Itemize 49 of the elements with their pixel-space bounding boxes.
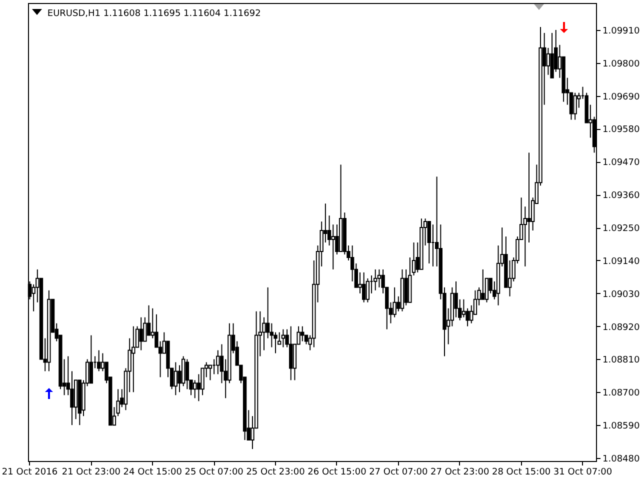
candlestick: [300, 326, 304, 342]
x-tick-label: 25 Oct 23:00: [246, 468, 306, 478]
y-tick-label: 1.08920: [602, 322, 640, 333]
candlestick: [139, 316, 143, 351]
candlestick: [89, 334, 94, 384]
candlestick: [527, 152, 531, 243]
candlestick: [132, 326, 136, 393]
y-tick-label: 1.08810: [602, 356, 640, 366]
x-tick-label: 28 Oct 15:00: [492, 468, 551, 478]
candlestick: [427, 221, 431, 264]
candlestick: [362, 272, 366, 303]
text: EURUSD,H1 1.11608 1.11695 1.11604 1.11692: [47, 9, 261, 19]
candlestick: [374, 268, 378, 291]
y-tick-label: 1.09250: [602, 224, 640, 234]
candlestick: [481, 268, 485, 300]
x-tick-label: 31 Oct 07:00: [553, 468, 612, 478]
candlestick: [462, 298, 466, 318]
x-tick-label: 21 Oct 2016: [2, 468, 58, 478]
candlestick: [281, 328, 286, 348]
y-tick-label: 1.09470: [602, 158, 640, 168]
candlestick: [193, 380, 197, 399]
y-tick-label: 1.09140: [602, 256, 640, 267]
candlestick: [454, 280, 458, 318]
y-tick-label: 1.08590: [602, 422, 640, 432]
x-tick-label: 21 Oct 23:00: [62, 468, 121, 478]
candlestick: [216, 350, 220, 375]
candlestick: [573, 92, 577, 120]
x-tick-label: 26 Oct 15:00: [308, 468, 367, 478]
candlestick: [377, 268, 382, 288]
x-tick-label: 27 Oct 07:00: [369, 468, 428, 478]
candlestick: [289, 326, 293, 381]
candlestick: [550, 32, 554, 78]
x-tick-label: 25 Oct 07:00: [184, 468, 244, 478]
y-tick-label: 1.09910: [602, 26, 640, 36]
candlestick: [174, 362, 178, 396]
y-tick-label: 1.08700: [602, 388, 640, 399]
y-tick-label: 1.08480: [602, 454, 640, 465]
x-tick-label: 27 Oct 23:00: [430, 468, 490, 478]
candlestick: [546, 47, 550, 76]
candlestick: [97, 350, 101, 372]
candlestick: [404, 268, 408, 306]
candlestick: [331, 224, 335, 270]
y-tick-label: 1.09690: [602, 92, 640, 102]
y-tick-label: 1.09580: [602, 125, 640, 136]
x-tick-label: 24 Oct 15:00: [123, 468, 182, 478]
y-tick-label: 1.09800: [602, 59, 640, 70]
y-tick-label: 1.09360: [602, 191, 640, 202]
y-tick-label: 1.09030: [602, 290, 640, 300]
candlestick: [185, 358, 190, 390]
